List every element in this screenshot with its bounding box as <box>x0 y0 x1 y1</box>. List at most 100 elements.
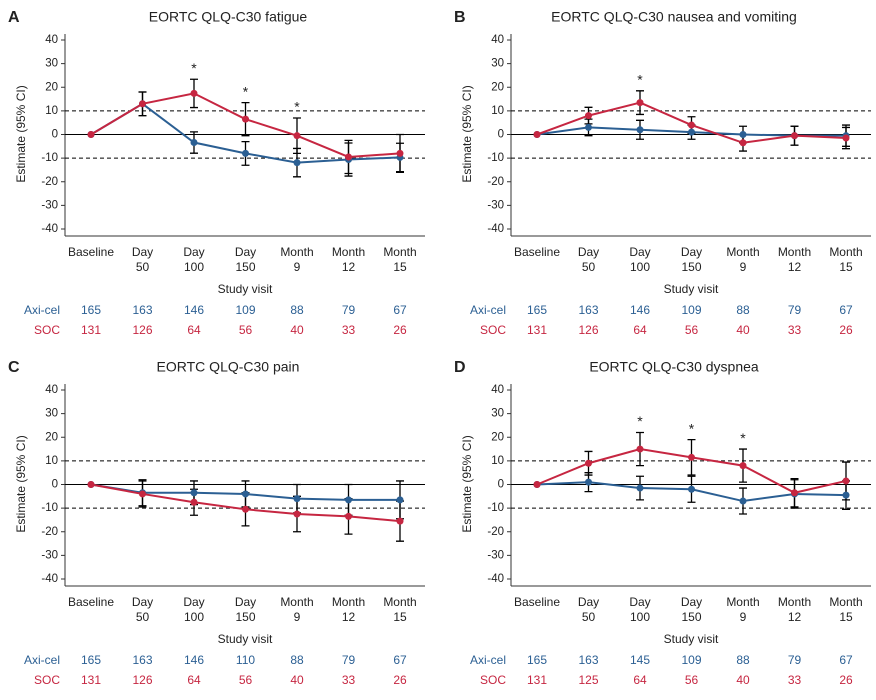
data-point <box>345 153 352 161</box>
panel-letter: C <box>8 359 20 376</box>
at-risk-label: SOC <box>34 673 60 687</box>
y-tick-label: 0 <box>498 129 504 141</box>
at-risk-count: 40 <box>290 323 304 337</box>
at-risk-count: 163 <box>132 653 152 667</box>
significance-marker: * <box>740 430 746 446</box>
x-tick-label: Day <box>183 595 204 609</box>
at-risk-count: 146 <box>184 653 204 667</box>
x-tick-label: 100 <box>184 610 204 624</box>
y-tick-label: -30 <box>487 199 504 211</box>
x-tick-label: Day <box>132 245 153 259</box>
y-axis-label: Estimate (95% CI) <box>460 435 474 532</box>
y-tick-label: -20 <box>41 526 58 538</box>
data-point <box>636 445 644 453</box>
y-tick-label: 10 <box>45 105 58 117</box>
at-risk-count: 33 <box>788 673 802 687</box>
x-tick-label: Day <box>629 245 650 259</box>
panel-letter: A <box>8 9 20 26</box>
at-risk-count: 88 <box>736 303 750 317</box>
at-risk-label: Axi-cel <box>470 653 506 667</box>
data-point <box>533 481 541 488</box>
data-point <box>345 512 352 520</box>
x-tick-label: 150 <box>681 260 701 274</box>
data-point <box>636 99 644 107</box>
at-risk-count: 109 <box>681 303 701 317</box>
data-point <box>842 491 850 499</box>
data-point <box>87 481 95 488</box>
at-risk-count: 33 <box>788 323 802 337</box>
data-point <box>139 100 146 108</box>
at-risk-count: 165 <box>527 653 547 667</box>
y-tick-label: -40 <box>487 223 504 235</box>
y-axis-label: Estimate (95% CI) <box>460 85 474 182</box>
at-risk-count: 40 <box>290 673 304 687</box>
data-point <box>585 112 592 120</box>
x-tick-label: 150 <box>235 610 255 624</box>
data-point <box>396 496 404 504</box>
at-risk-count: 40 <box>736 673 750 687</box>
at-risk-count: 109 <box>235 303 255 317</box>
data-point <box>293 132 301 140</box>
y-tick-label: -10 <box>487 502 504 514</box>
at-risk-count: 33 <box>342 323 356 337</box>
at-risk-count: 67 <box>839 653 853 667</box>
at-risk-count: 67 <box>839 303 853 317</box>
at-risk-count: 146 <box>184 303 204 317</box>
data-point <box>190 139 198 147</box>
at-risk-label: SOC <box>480 673 506 687</box>
y-tick-label: 40 <box>45 34 58 46</box>
y-tick-label: -20 <box>41 176 58 188</box>
data-point <box>396 149 404 157</box>
x-axis-label: Study visit <box>218 282 273 296</box>
x-tick-label: Month <box>383 245 416 259</box>
chart-title: EORTC QLQ-C30 pain <box>157 359 300 375</box>
x-tick-label: Day <box>578 595 599 609</box>
data-point <box>842 477 850 485</box>
data-point <box>585 459 592 467</box>
at-risk-count: 163 <box>578 303 598 317</box>
x-tick-label: Month <box>726 245 759 259</box>
x-tick-label: Month <box>332 245 365 259</box>
data-point <box>242 149 249 157</box>
at-risk-count: 125 <box>578 673 598 687</box>
x-tick-label: 12 <box>788 260 802 274</box>
at-risk-count: 64 <box>633 673 647 687</box>
x-tick-label: Month <box>383 595 416 609</box>
data-point <box>688 121 695 129</box>
x-tick-label: Day <box>629 595 650 609</box>
significance-marker: * <box>191 60 197 76</box>
x-tick-label: Baseline <box>68 245 114 259</box>
data-point <box>585 123 592 131</box>
x-tick-label: 15 <box>393 610 407 624</box>
significance-marker: * <box>294 99 300 115</box>
y-tick-label: 40 <box>491 34 504 46</box>
at-risk-count: 56 <box>685 323 699 337</box>
at-risk-count: 64 <box>187 673 201 687</box>
at-risk-count: 109 <box>681 653 701 667</box>
at-risk-count: 110 <box>236 653 255 667</box>
y-tick-label: -20 <box>487 526 504 538</box>
at-risk-count: 26 <box>839 323 853 337</box>
at-risk-label: Axi-cel <box>24 653 60 667</box>
y-tick-label: 30 <box>45 58 58 70</box>
panel-letter: B <box>454 9 466 26</box>
x-tick-label: Month <box>726 595 759 609</box>
data-point <box>636 484 644 492</box>
x-axis-label: Study visit <box>664 632 719 646</box>
at-risk-count: 146 <box>630 303 650 317</box>
data-point <box>739 462 747 470</box>
x-tick-label: Day <box>681 245 702 259</box>
y-tick-label: 30 <box>45 408 58 420</box>
x-tick-label: 9 <box>294 260 301 274</box>
x-tick-label: Day <box>578 245 599 259</box>
panel: C EORTC QLQ-C30 pain Estimate (95% CI) -40 -… <box>8 359 425 687</box>
y-tick-label: 0 <box>52 129 58 141</box>
panel: B EORTC QLQ-C30 nausea and vomiting Estima… <box>454 9 871 337</box>
x-tick-label: Month <box>280 245 313 259</box>
y-tick-label: 30 <box>491 408 504 420</box>
x-axis-label: Study visit <box>218 632 273 646</box>
at-risk-count: 79 <box>788 303 802 317</box>
at-risk-count: 26 <box>393 673 407 687</box>
x-tick-label: Month <box>332 595 365 609</box>
